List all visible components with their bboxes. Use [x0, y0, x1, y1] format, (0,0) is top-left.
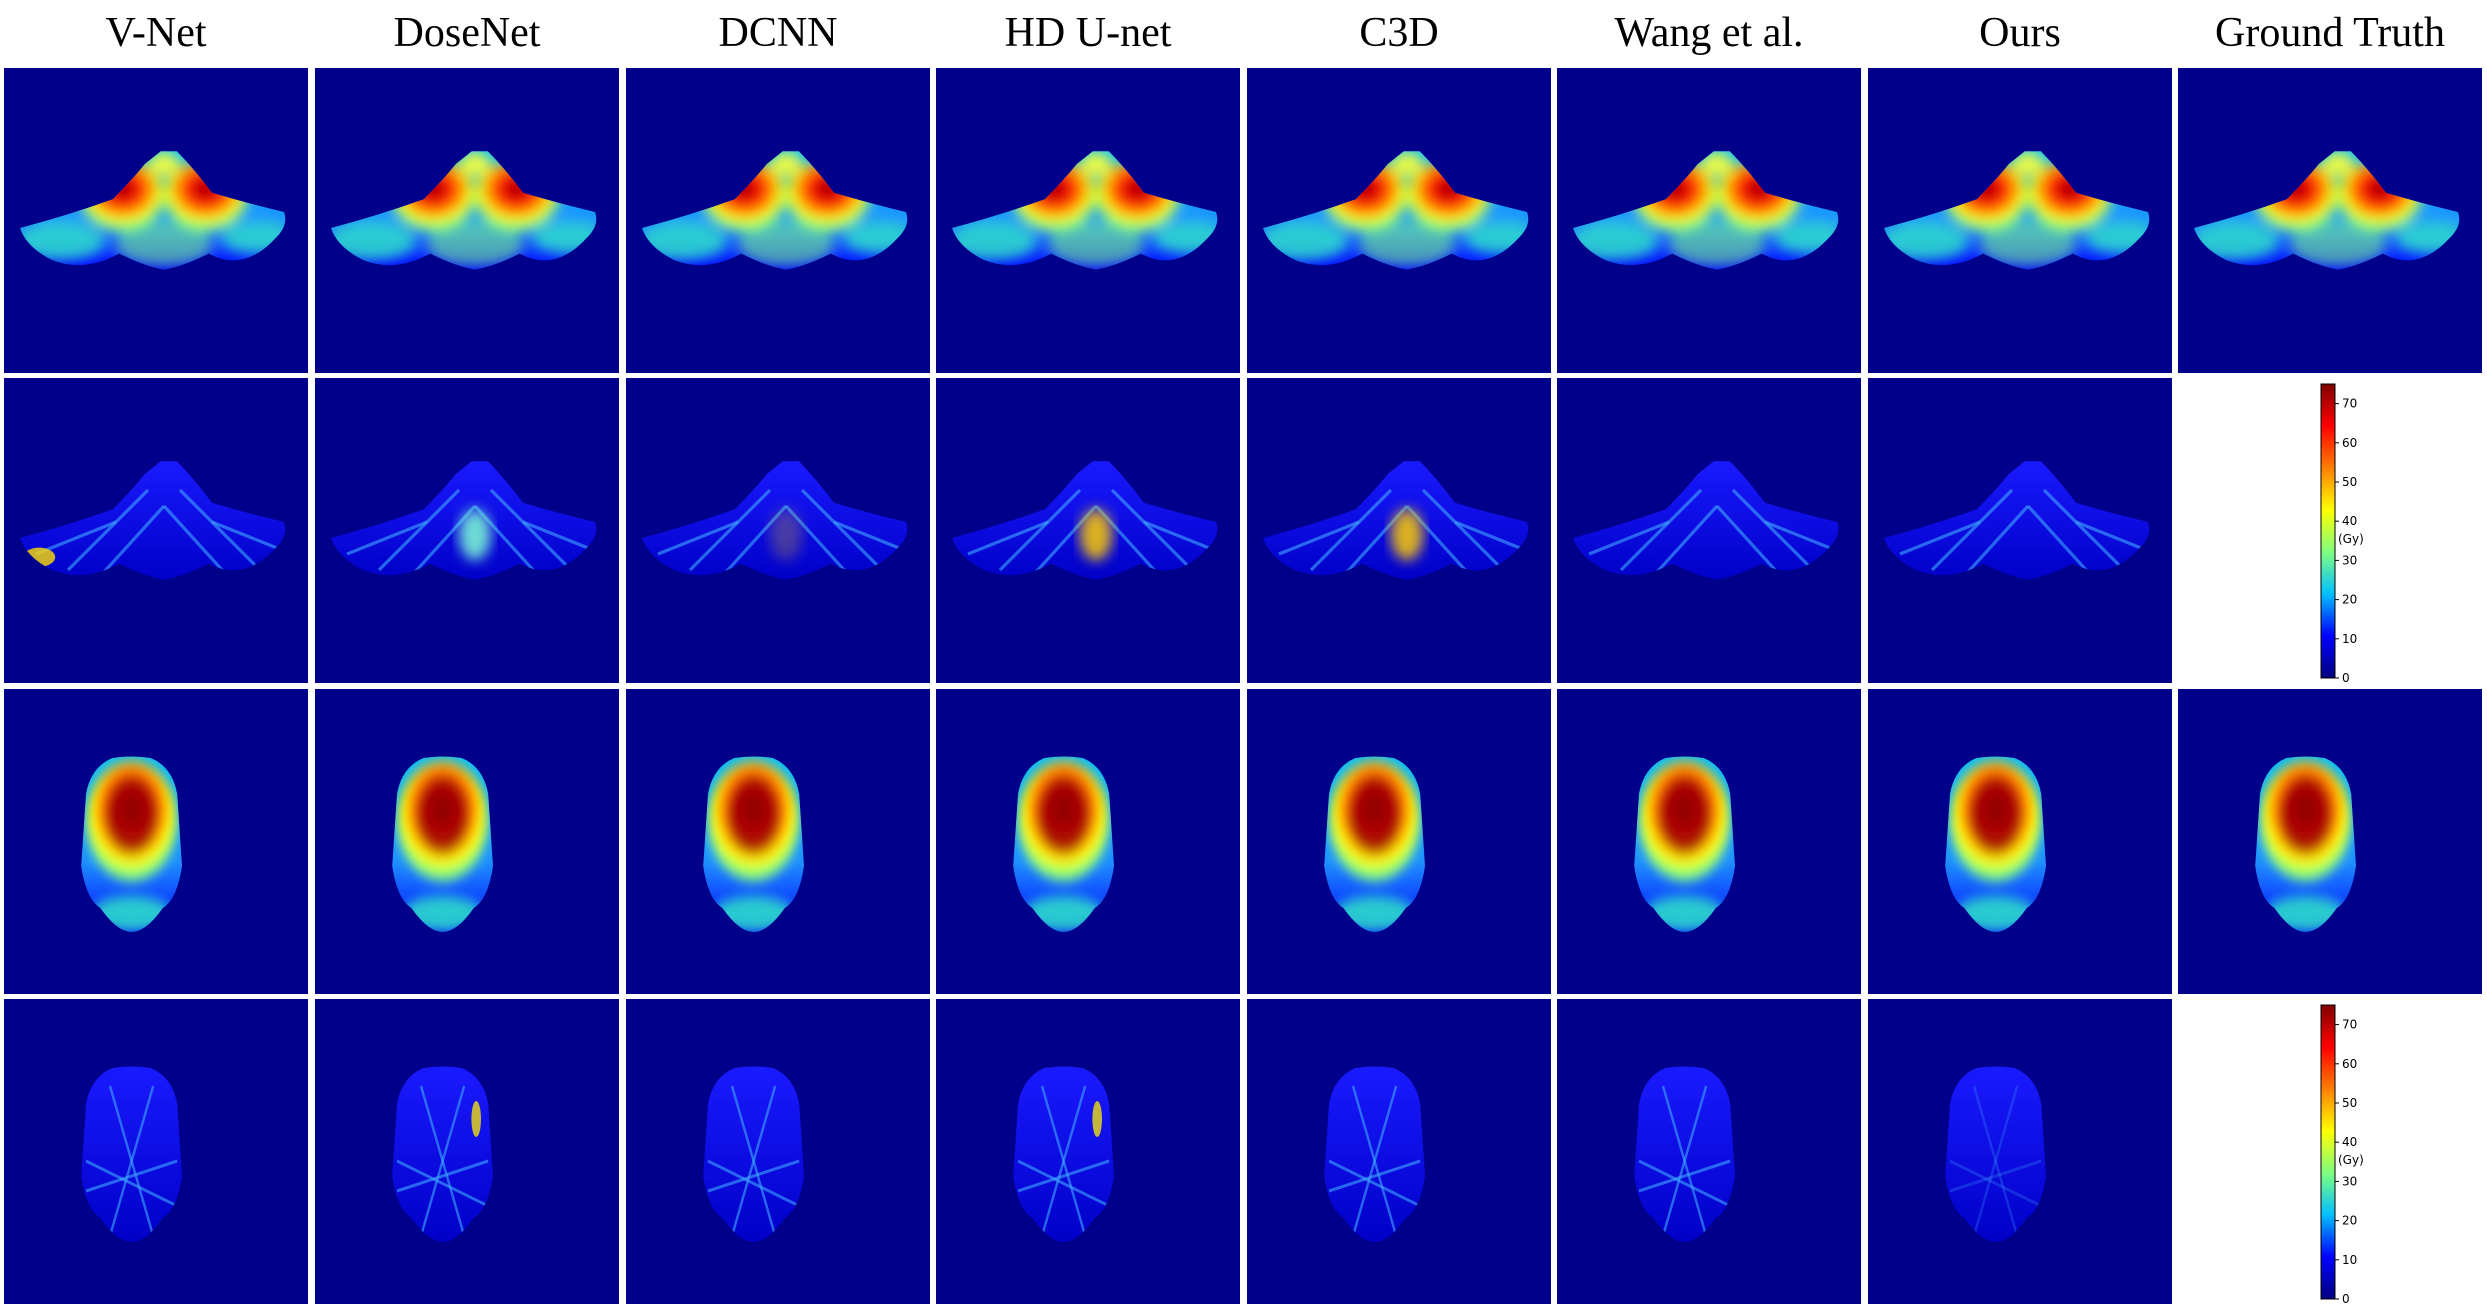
colorbar-tick-label: 30: [2342, 1174, 2357, 1188]
colorbar-tick-label: 0: [2342, 1292, 2350, 1304]
dose-map-ground-truth-row-1: [2178, 68, 2482, 373]
dose-image: [1557, 689, 1861, 994]
dose-map-c3d-row-3: [1247, 689, 1551, 994]
column-header-row: V-Net DoseNet DCNN HD U-net C3D Wang et …: [0, 0, 2487, 66]
colorbar-tick-label: 70: [2342, 397, 2357, 411]
dose-map-wang-et-al-row-1: [1557, 68, 1861, 373]
dose-image: [1868, 689, 2172, 994]
error-map-v-net-row-2: [4, 378, 308, 683]
dose-image: [4, 689, 308, 994]
error-map-dcnn-row-2: [626, 378, 930, 683]
column-title-ground-truth: Ground Truth: [2215, 10, 2445, 56]
dose-image: [936, 689, 1240, 994]
dose-map-v-net-row-1: [4, 68, 308, 373]
colorbar-unit-label: (Gy): [2338, 532, 2364, 546]
dose-image: [626, 68, 930, 373]
dose-image: [1868, 68, 2172, 373]
error-map-hd-u-net-row-4: [936, 999, 1240, 1304]
error-map-wang-et-al-row-2: [1557, 378, 1861, 683]
dose-image: [4, 68, 308, 373]
dose-map-ours-row-1: [1868, 68, 2172, 373]
column-title-c3d: C3D: [1359, 10, 1439, 56]
colorbar-tick-label: 50: [2342, 475, 2357, 489]
error-image: [936, 378, 1240, 683]
colorbar-tick-label: 40: [2342, 1135, 2357, 1149]
dose-image: [315, 689, 619, 994]
error-image: [626, 378, 930, 683]
dose-map-dosenet-row-3: [315, 689, 619, 994]
column-title-hd-u-net: HD U-net: [1004, 10, 1172, 56]
column-title-v-net: V-Net: [105, 10, 207, 56]
colorbar-4: 0 10 20 30 40 50 60 70 (Gy): [2320, 1004, 2364, 1304]
colorbar-gradient: [2320, 1004, 2336, 1300]
dose-map-wang-et-al-row-3: [1557, 689, 1861, 994]
dose-map-v-net-row-3: [4, 689, 308, 994]
error-image: [1868, 999, 2172, 1304]
colorbar-tick-label: 60: [2342, 436, 2357, 450]
error-image: [936, 999, 1240, 1304]
error-image: [1868, 378, 2172, 683]
error-image: [1247, 999, 1551, 1304]
error-map-v-net-row-4: [4, 999, 308, 1304]
dose-image: [1557, 68, 1861, 373]
error-map-hd-u-net-row-2: [936, 378, 1240, 683]
error-image: [4, 999, 308, 1304]
error-image: [1557, 999, 1861, 1304]
colorbar-gradient: [2320, 383, 2336, 679]
error-image: [1247, 378, 1551, 683]
error-image: [626, 999, 930, 1304]
colorbar-unit-label: (Gy): [2338, 1153, 2364, 1167]
error-map-c3d-row-2: [1247, 378, 1551, 683]
colorbar-panel-row-4: 0 10 20 30 40 50 60 70 (Gy): [2178, 999, 2482, 1304]
error-image: [315, 378, 619, 683]
dose-image: [1247, 68, 1551, 373]
error-map-wang-et-al-row-4: [1557, 999, 1861, 1304]
error-map-ours-row-2: [1868, 378, 2172, 683]
error-map-dosenet-row-4: [315, 999, 619, 1304]
column-title-wang-et-al: Wang et al.: [1614, 10, 1804, 56]
colorbar-tick-label: 20: [2342, 1214, 2357, 1228]
colorbar-tick-label: 60: [2342, 1057, 2357, 1071]
dose-image: [2178, 689, 2482, 994]
colorbar-tick-label: 0: [2342, 671, 2350, 683]
column-title-dosenet: DoseNet: [393, 10, 541, 56]
dose-image: [315, 68, 619, 373]
colorbar-tick-label: 70: [2342, 1018, 2357, 1032]
colorbar-tick-label: 10: [2342, 1253, 2357, 1267]
column-title-ours: Ours: [1979, 10, 2061, 56]
colorbar-tick-label: 40: [2342, 514, 2357, 528]
error-map-dosenet-row-2: [315, 378, 619, 683]
colorbar-2: 0 10 20 30 40 50 60 70 (Gy): [2320, 383, 2364, 683]
dose-map-hd-u-net-row-1: [936, 68, 1240, 373]
dose-image: [1247, 689, 1551, 994]
dose-map-hd-u-net-row-3: [936, 689, 1240, 994]
error-image: [315, 999, 619, 1304]
colorbar-tick-label: 10: [2342, 632, 2357, 646]
error-image: [1557, 378, 1861, 683]
dose-image: [936, 68, 1240, 373]
dose-map-ground-truth-row-3: [2178, 689, 2482, 994]
dose-map-ours-row-3: [1868, 689, 2172, 994]
colorbar-tick-label: 20: [2342, 593, 2357, 607]
dose-map-dosenet-row-1: [315, 68, 619, 373]
error-map-ours-row-4: [1868, 999, 2172, 1304]
colorbar-tick-label: 50: [2342, 1096, 2357, 1110]
error-image: [4, 378, 308, 683]
dose-image: [626, 689, 930, 994]
error-map-c3d-row-4: [1247, 999, 1551, 1304]
column-title-dcnn: DCNN: [718, 10, 838, 56]
dose-map-c3d-row-1: [1247, 68, 1551, 373]
colorbar-tick-label: 30: [2342, 553, 2357, 567]
colorbar-panel-row-2: 0 10 20 30 40 50 60 70 (Gy): [2178, 378, 2482, 683]
dose-map-dcnn-row-3: [626, 689, 930, 994]
dose-image: [2178, 68, 2482, 373]
error-map-dcnn-row-4: [626, 999, 930, 1304]
dose-map-dcnn-row-1: [626, 68, 930, 373]
